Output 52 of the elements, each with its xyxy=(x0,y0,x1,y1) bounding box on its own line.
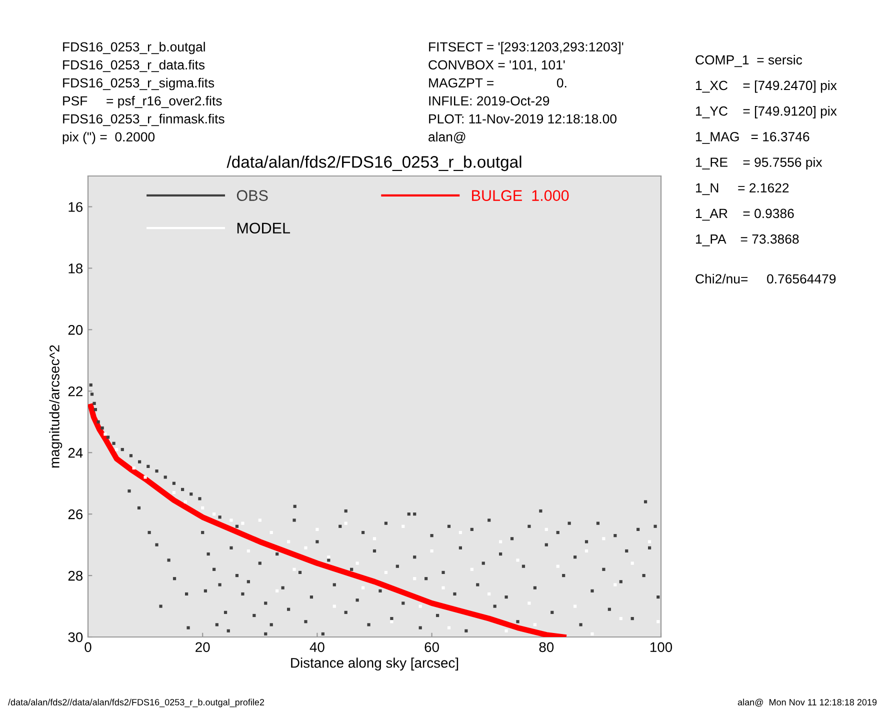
text: pix (") = 0.2000 xyxy=(62,132,155,144)
x-tick-label: 0 xyxy=(84,642,92,652)
y-tick-label: 26 xyxy=(68,509,83,520)
point xyxy=(132,466,136,470)
text: 1_RE = 95.7556 pix xyxy=(696,157,822,170)
text: 1_YC = [749.9120] pix xyxy=(696,106,837,118)
point xyxy=(144,476,147,479)
legend-label: BULGE 1.000 xyxy=(472,190,569,201)
text: FDS16_0253_r_b.outgal xyxy=(63,42,205,54)
y-tick-label: 28 xyxy=(68,570,83,581)
y-tick-label: 16 xyxy=(68,202,83,212)
y-tick-label: 30 xyxy=(68,632,83,642)
text: alan@ Mon Nov 11 12:18:18 2019 xyxy=(738,698,877,707)
text: CONVBOX = '101, 101' xyxy=(428,60,565,72)
text: FDS16_0253_r_finmask.fits xyxy=(63,114,224,126)
text: Chi2/nu= 0.76564479 xyxy=(696,274,836,284)
text: MAGZPT = 0. xyxy=(429,78,566,88)
point xyxy=(184,500,187,504)
point xyxy=(590,632,594,636)
x-tick-label: 60 xyxy=(424,642,439,652)
text: 1_XC = [749.2470] pix xyxy=(696,80,837,93)
text: PSF = psf_r16_over2.fits xyxy=(63,96,222,108)
y-tick-label: 18 xyxy=(68,264,83,274)
point xyxy=(390,620,394,624)
text: alan@ xyxy=(428,132,466,144)
text: FDS16_0253_r_data.fits xyxy=(63,60,205,72)
text: FITSECT = '[293:1203,293:1203]' xyxy=(429,42,624,54)
legend-label: MODEL xyxy=(237,222,290,234)
text: 1_N = 2.1622 xyxy=(696,183,789,196)
text: 1_PA = 73.3868 xyxy=(696,234,799,246)
text: FDS16_0253_r_sigma.fits xyxy=(63,78,214,90)
x-tick-label: 40 xyxy=(310,642,324,652)
text: /data/alan/fds2//data/alan/fds2/FDS16_0253_r_b.outgal_profile2 xyxy=(8,698,264,708)
point xyxy=(104,432,107,436)
text: PLOT: 11-Nov-2019 12:18:18.00 xyxy=(429,114,616,124)
x-axis-title: Distance along sky [arcsec] xyxy=(291,658,458,671)
y-tick-label: 20 xyxy=(68,325,83,335)
x-tick-label: 20 xyxy=(196,642,210,652)
point xyxy=(504,629,508,632)
point xyxy=(115,448,118,452)
y-axis-title: magnitude/arcsec^2 xyxy=(49,345,62,468)
legend-label: OBS xyxy=(236,190,268,201)
y-tick-label: 22 xyxy=(68,386,82,396)
text: INFILE: 2019-Oct-29 xyxy=(429,96,550,106)
text: 1_AR = 0.9386 xyxy=(696,208,794,221)
text: 1_MAG = 16.3746 xyxy=(696,132,810,144)
y-tick-label: 24 xyxy=(68,448,83,458)
x-tick-label: 80 xyxy=(539,642,554,652)
x-tick-label: 100 xyxy=(650,642,672,652)
point xyxy=(327,556,330,559)
text: COMP_1 = sersic xyxy=(696,54,802,68)
chart-title: /data/alan/fds2/FDS16_0253_r_b.outgal xyxy=(226,156,522,172)
